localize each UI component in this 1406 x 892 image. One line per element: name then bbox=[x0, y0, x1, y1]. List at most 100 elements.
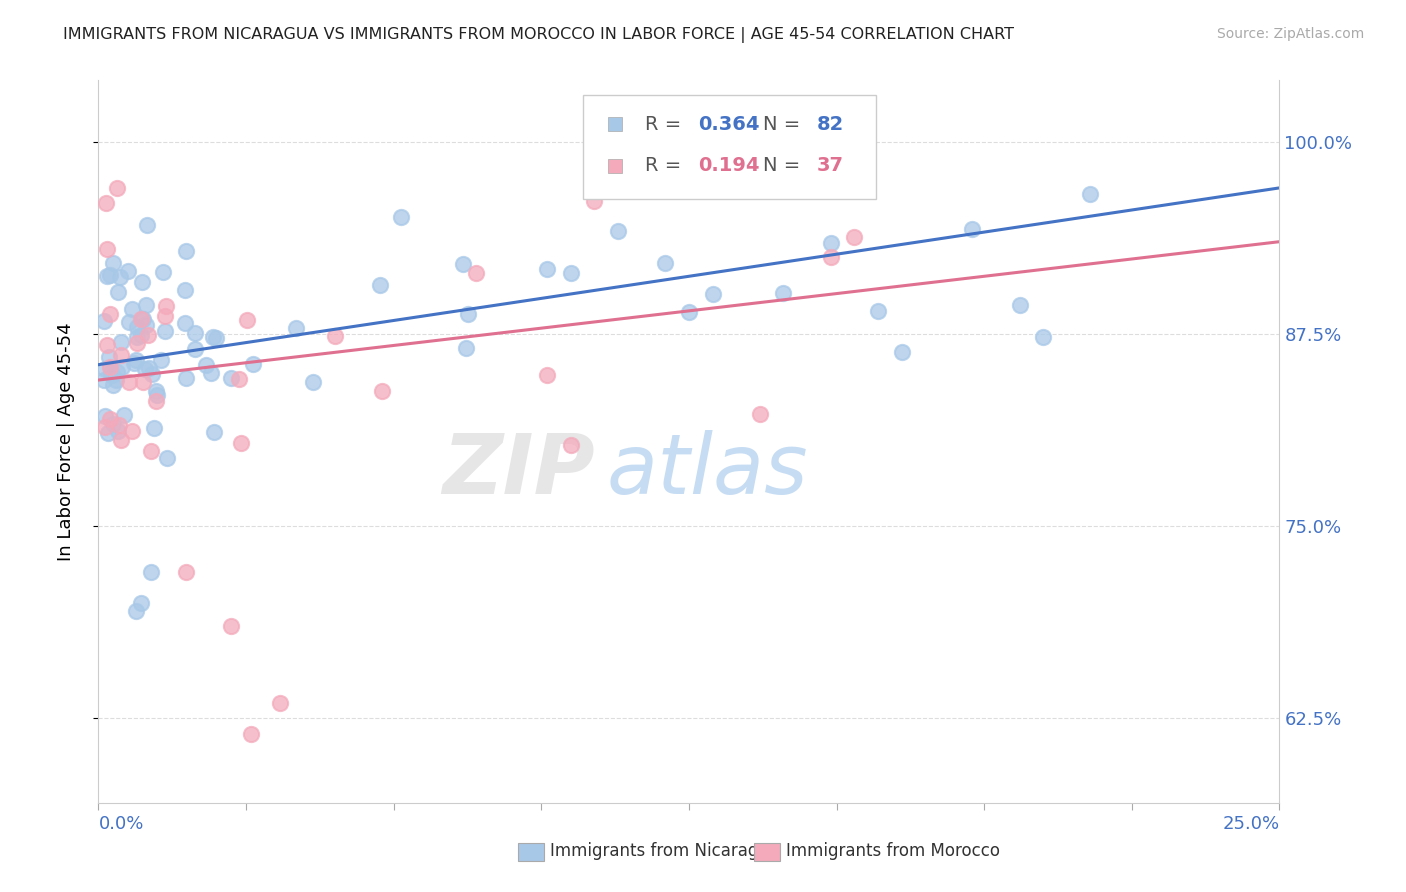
Point bbox=[98, 412, 121, 426]
Point bbox=[962, 221, 984, 235]
Point bbox=[146, 388, 169, 402]
Point bbox=[242, 358, 264, 372]
Text: 0.194: 0.194 bbox=[699, 156, 759, 175]
Point bbox=[219, 619, 242, 633]
Point bbox=[93, 314, 115, 328]
Point bbox=[105, 365, 128, 379]
Text: R =: R = bbox=[645, 115, 688, 134]
Point bbox=[110, 334, 132, 349]
Point bbox=[748, 407, 770, 421]
Point bbox=[145, 394, 167, 409]
Point bbox=[129, 328, 152, 343]
Point bbox=[93, 409, 115, 423]
Point bbox=[135, 298, 157, 312]
Point bbox=[176, 565, 198, 579]
Point bbox=[607, 223, 630, 237]
Point bbox=[284, 320, 307, 334]
Point bbox=[229, 436, 252, 450]
Text: Source: ZipAtlas.com: Source: ZipAtlas.com bbox=[1216, 27, 1364, 41]
Text: N =: N = bbox=[763, 115, 807, 134]
Point bbox=[201, 330, 224, 344]
Point bbox=[107, 418, 129, 433]
Point bbox=[454, 341, 477, 355]
Point bbox=[323, 329, 346, 343]
Point bbox=[93, 362, 115, 376]
Point bbox=[101, 378, 124, 392]
Point bbox=[391, 211, 413, 225]
Point bbox=[204, 331, 226, 345]
Point bbox=[145, 384, 167, 398]
Point bbox=[103, 256, 125, 270]
Point bbox=[96, 196, 118, 211]
Point bbox=[1080, 187, 1102, 202]
Point bbox=[820, 235, 842, 250]
Point bbox=[453, 257, 475, 271]
Point bbox=[96, 338, 118, 352]
Point bbox=[138, 361, 160, 376]
Point bbox=[149, 352, 172, 367]
Point bbox=[97, 350, 120, 364]
Point bbox=[152, 265, 174, 279]
Point bbox=[125, 352, 148, 367]
Text: 82: 82 bbox=[817, 115, 844, 134]
Point bbox=[101, 417, 124, 431]
Point bbox=[1008, 298, 1031, 312]
Point bbox=[844, 229, 866, 244]
Point bbox=[654, 256, 676, 270]
Point bbox=[131, 276, 153, 290]
Point bbox=[173, 317, 195, 331]
Point bbox=[560, 437, 582, 451]
Point bbox=[174, 244, 197, 259]
Point bbox=[221, 371, 243, 385]
Point bbox=[105, 181, 128, 195]
Point bbox=[153, 324, 176, 338]
Point bbox=[1032, 330, 1054, 344]
Point bbox=[124, 604, 146, 618]
Text: 37: 37 bbox=[817, 156, 844, 175]
Point bbox=[240, 726, 263, 740]
Text: R =: R = bbox=[645, 156, 688, 175]
Point bbox=[820, 250, 842, 264]
Point bbox=[131, 311, 153, 326]
Point bbox=[136, 219, 159, 233]
Text: N =: N = bbox=[763, 156, 807, 175]
Point bbox=[143, 421, 166, 435]
Point bbox=[702, 286, 724, 301]
Point bbox=[536, 368, 558, 382]
Point bbox=[118, 315, 141, 329]
Point bbox=[772, 285, 794, 300]
Point bbox=[228, 372, 250, 386]
FancyBboxPatch shape bbox=[754, 843, 780, 861]
Point bbox=[184, 326, 207, 340]
Point bbox=[107, 285, 129, 299]
Point bbox=[127, 335, 149, 350]
Point bbox=[110, 348, 132, 362]
Point bbox=[141, 565, 163, 579]
Point bbox=[110, 433, 132, 447]
Point bbox=[98, 268, 121, 283]
Point bbox=[135, 318, 157, 332]
Text: ZIP: ZIP bbox=[441, 430, 595, 511]
Text: atlas: atlas bbox=[606, 430, 808, 511]
Point bbox=[118, 375, 141, 389]
Point bbox=[174, 371, 197, 385]
Point bbox=[100, 368, 122, 383]
Point bbox=[678, 305, 700, 319]
Point bbox=[100, 365, 122, 379]
Point bbox=[107, 424, 129, 438]
Text: Immigrants from Nicaragua: Immigrants from Nicaragua bbox=[550, 842, 779, 860]
Point bbox=[125, 319, 148, 334]
Point bbox=[536, 262, 558, 277]
Point bbox=[202, 425, 225, 439]
Point bbox=[93, 373, 115, 387]
Point bbox=[122, 356, 145, 370]
Point bbox=[96, 243, 118, 257]
Point bbox=[155, 309, 177, 323]
Point bbox=[112, 408, 135, 422]
Point bbox=[94, 420, 117, 434]
Text: Immigrants from Morocco: Immigrants from Morocco bbox=[786, 842, 1000, 860]
Point bbox=[583, 194, 606, 209]
Point bbox=[184, 342, 207, 356]
Point bbox=[560, 266, 582, 280]
Point bbox=[134, 362, 156, 376]
